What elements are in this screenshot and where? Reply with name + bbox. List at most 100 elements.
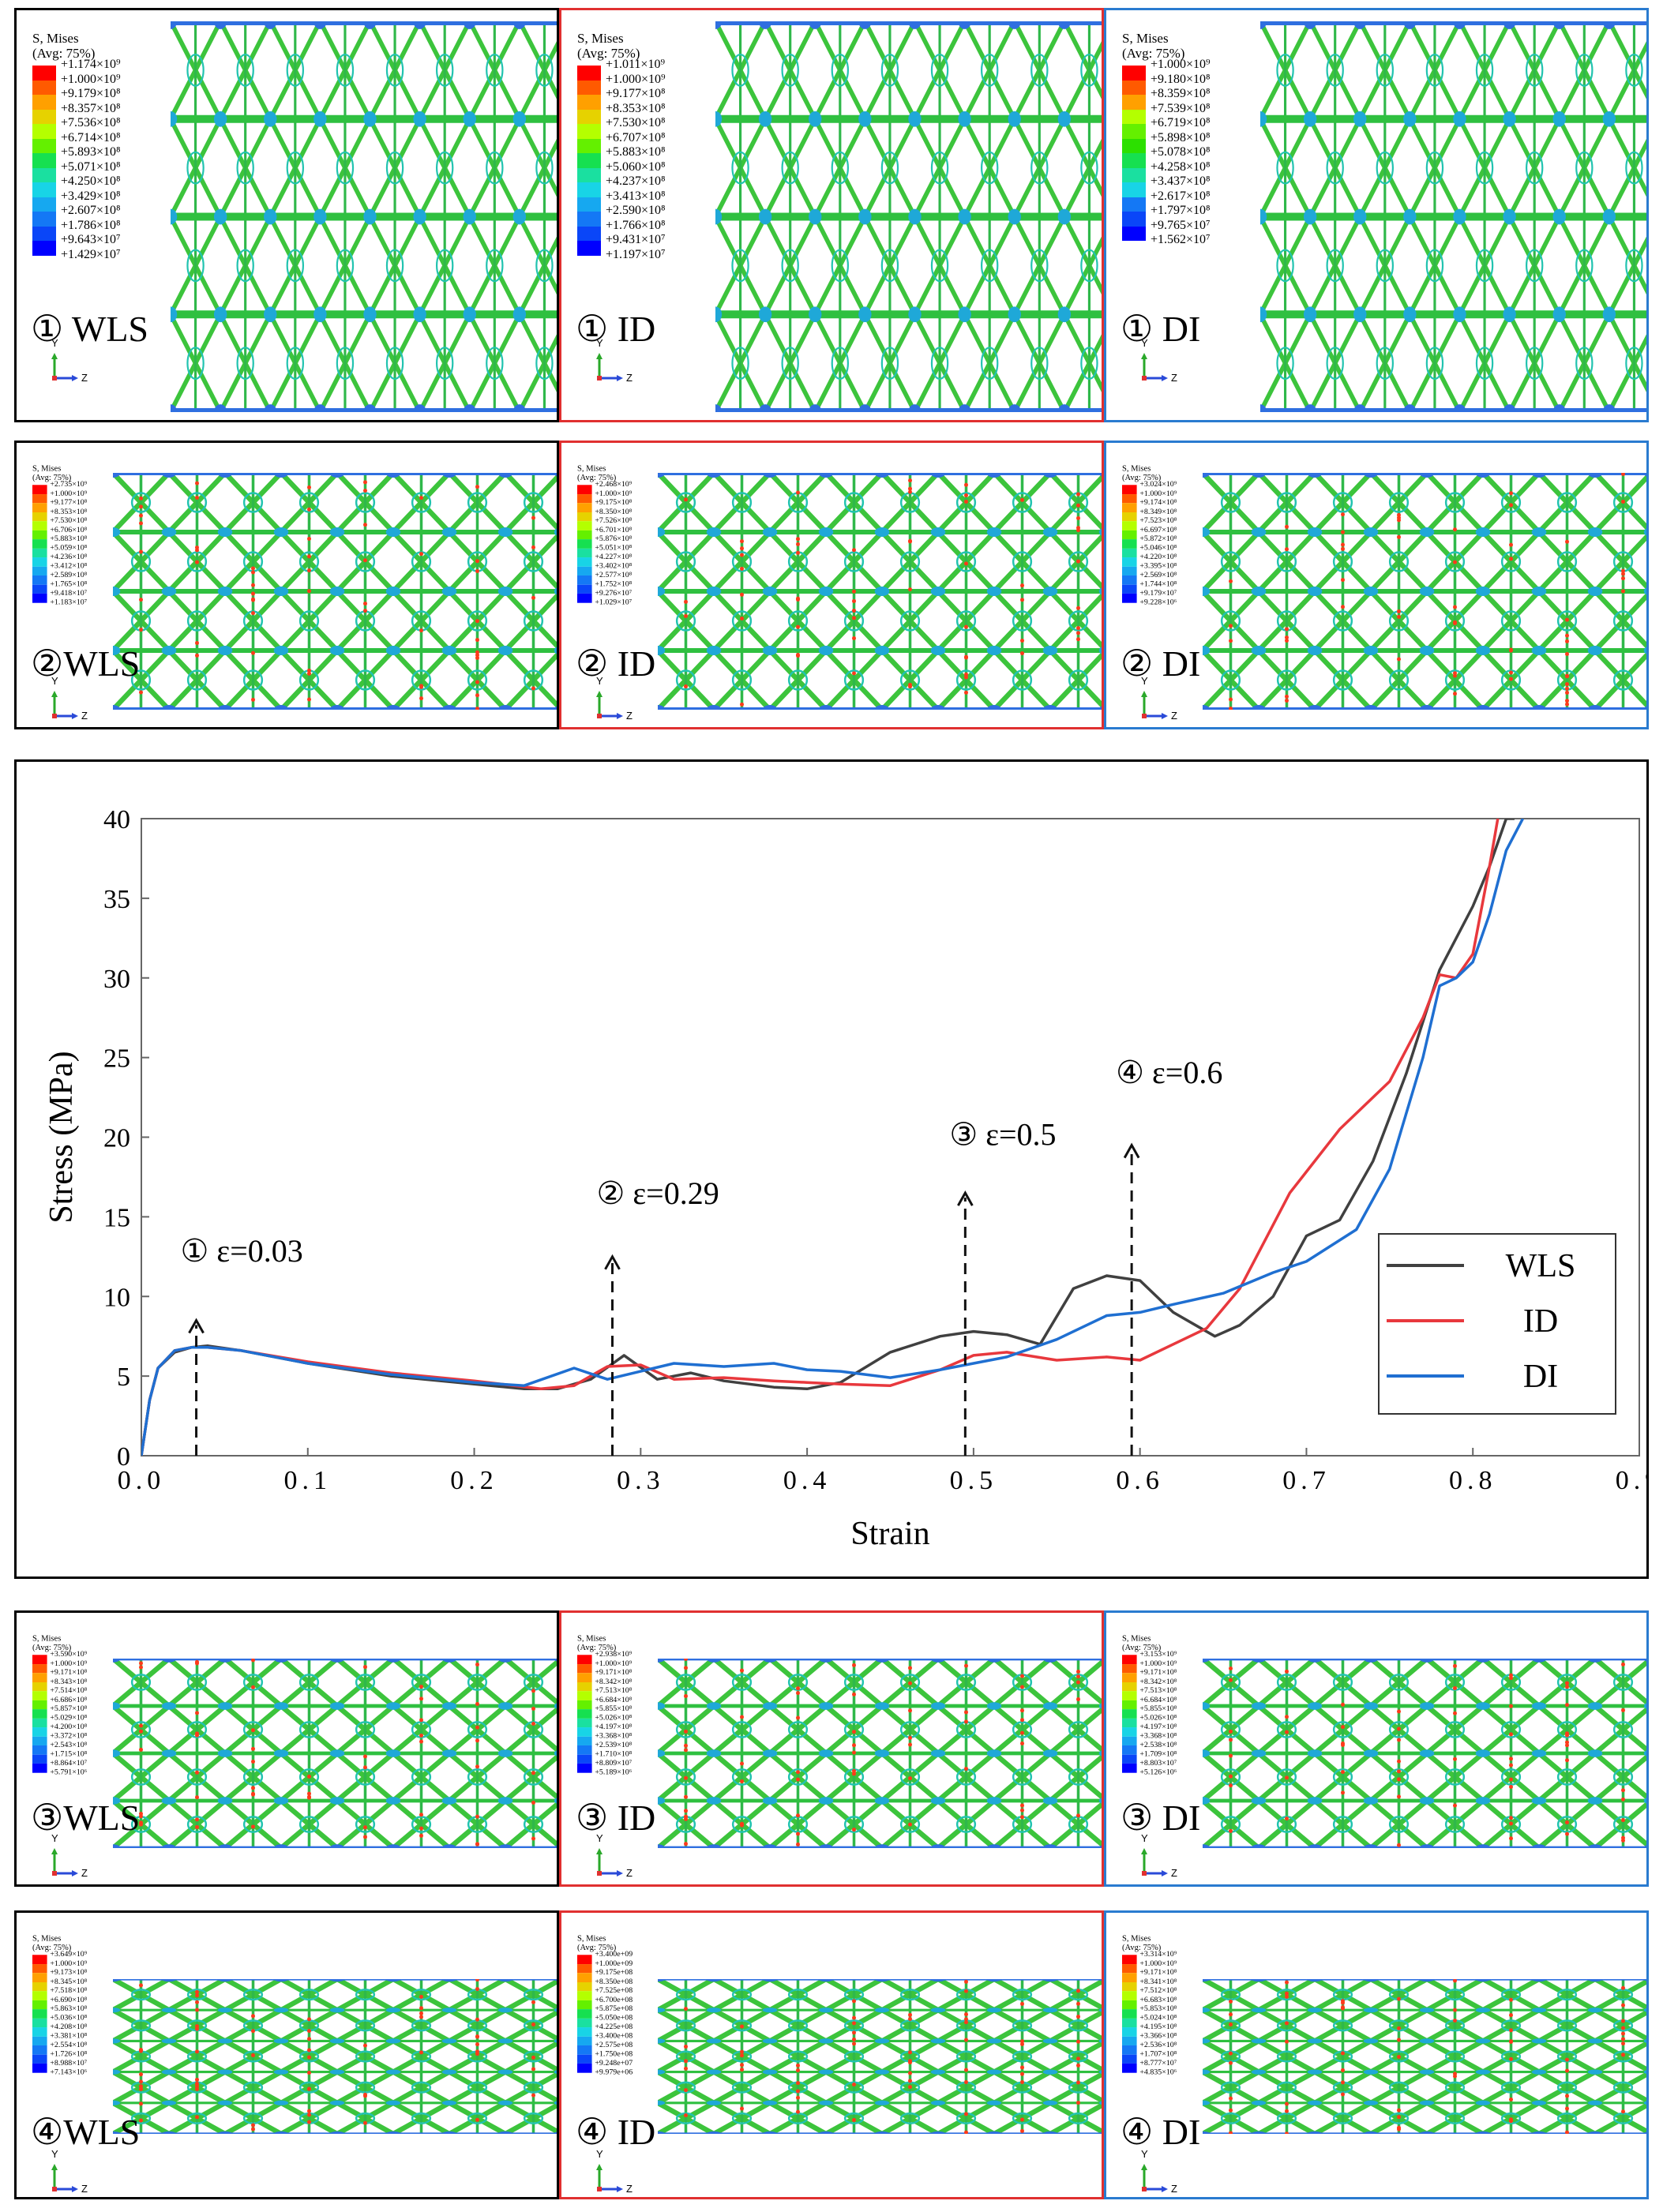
legend-value: +2.590×10⁸ bbox=[606, 204, 666, 217]
legend-swatch bbox=[577, 80, 601, 95]
fe-row-step-2: S, Mises (Avg: 75%) +2.735×10⁹ +1.000×10⁹ +… bbox=[14, 441, 1649, 729]
legend-value: +5.071×10⁸ bbox=[61, 159, 121, 174]
legend-value: +2.577×10⁸ bbox=[595, 570, 633, 579]
legend-value: +5.855×10⁸ bbox=[595, 1704, 633, 1713]
legend-swatch bbox=[1122, 212, 1146, 227]
legend-value: +8.777×10⁷ bbox=[1139, 2058, 1177, 2068]
x-tick-label: 0.7 bbox=[1282, 1466, 1331, 1495]
legend-title: S, Mises (Avg: 75%) bbox=[577, 31, 640, 61]
axis-y-label: Y bbox=[596, 675, 603, 687]
legend-value: +8.341×10⁸ bbox=[1139, 1977, 1177, 1986]
annotation-arrowhead bbox=[1123, 1142, 1140, 1159]
legend-value: +6.701×10⁸ bbox=[595, 525, 633, 534]
legend-value: +4.197×10⁸ bbox=[595, 1722, 633, 1731]
legend-colorbar bbox=[32, 66, 56, 256]
legend-swatch bbox=[32, 197, 56, 212]
legend-swatch bbox=[1122, 2063, 1137, 2073]
legend-value: +9.643×10⁷ bbox=[61, 233, 121, 246]
axis-triad-icon bbox=[1141, 2164, 1168, 2192]
legend-value: +2.536×10⁸ bbox=[1139, 2040, 1177, 2049]
legend-value: +5.059×10⁸ bbox=[50, 543, 88, 552]
axis-triad-icon bbox=[596, 2164, 623, 2192]
fe-panel-wls-step-2: S, Mises (Avg: 75%) +2.735×10⁹ +1.000×10⁹ +… bbox=[14, 441, 559, 729]
legend-value: +2.543×10⁸ bbox=[50, 1740, 88, 1749]
legend-value: +5.863×10⁸ bbox=[50, 2004, 88, 2013]
y-tick-label: 0 bbox=[117, 1442, 130, 1472]
legend-value: +5.024×10⁸ bbox=[1139, 2013, 1177, 2022]
legend-value: +1.000×10⁹ bbox=[1151, 58, 1211, 71]
legend-colorbar bbox=[1122, 485, 1137, 603]
legend-value: +3.368×10⁸ bbox=[1139, 1731, 1177, 1740]
legend-value: +1.000×10⁹ bbox=[1139, 1659, 1177, 1668]
legend-swatch bbox=[577, 226, 601, 241]
legend-swatch bbox=[1122, 138, 1146, 153]
y-tick-label: 35 bbox=[103, 885, 130, 914]
legend-title: S, Mises (Avg: 75%) bbox=[32, 1633, 72, 1652]
legend-swatch bbox=[577, 138, 601, 153]
legend-swatch bbox=[1122, 530, 1137, 540]
legend-value: +1.000×10⁹ bbox=[595, 489, 633, 498]
legend-swatch bbox=[577, 2027, 592, 2037]
panel-label: ② ID bbox=[576, 643, 656, 684]
x-tick-label: 0.5 bbox=[950, 1466, 998, 1495]
legend-value: +1.786×10⁸ bbox=[61, 218, 121, 232]
legend-swatch bbox=[1122, 124, 1146, 139]
axis-triad-icon bbox=[1141, 1848, 1168, 1876]
axis-y-label: Y bbox=[596, 1832, 603, 1844]
stress-legend: S, Mises (Avg: 75%) +3.024×10⁹ +1.000×10⁹ +… bbox=[1122, 463, 1229, 612]
panel-label: ① DI bbox=[1121, 309, 1201, 349]
legend-entry-di: DI bbox=[1523, 1359, 1558, 1395]
lattice-stress-contour bbox=[658, 1979, 1102, 2134]
legend-swatch bbox=[577, 1663, 592, 1674]
legend-colorbar bbox=[32, 485, 47, 603]
legend-title: S, Mises (Avg: 75%) bbox=[1122, 1633, 1162, 1652]
legend-value: +3.412×10⁸ bbox=[50, 561, 88, 570]
annotation-arrowhead bbox=[604, 1254, 621, 1270]
stress-legend: S, Mises (Avg: 75%) +1.011×10⁹ +1.000×10⁹ +… bbox=[577, 31, 751, 270]
legend-swatch bbox=[1122, 2009, 1137, 2019]
stress-legend: S, Mises (Avg: 75%) +2.735×10⁹ +1.000×10⁹ +… bbox=[32, 463, 140, 612]
legend-swatch bbox=[32, 2000, 47, 2010]
fe-panel-id-step-3: S, Mises (Avg: 75%) +2.938×10⁹ +1.000×10⁹ +… bbox=[559, 1610, 1104, 1887]
axis-triad-icon bbox=[596, 691, 623, 719]
legend-swatch bbox=[577, 493, 592, 504]
legend-value: +1.000×10⁹ bbox=[50, 1659, 88, 1668]
legend-swatch bbox=[32, 575, 47, 585]
legend-swatch bbox=[577, 2063, 592, 2073]
x-tick-label: 0.2 bbox=[450, 1466, 498, 1495]
legend-swatch bbox=[32, 493, 47, 504]
legend-value: +9.177×10⁸ bbox=[606, 87, 666, 100]
legend-value: +1.197×10⁷ bbox=[606, 247, 666, 261]
axis-y-label: Y bbox=[1141, 1832, 1148, 1844]
legend-value: +2.607×10⁸ bbox=[61, 204, 121, 217]
legend-swatch bbox=[32, 66, 56, 81]
legend-swatch bbox=[577, 1763, 592, 1773]
legend-value: +5.051×10⁸ bbox=[595, 543, 633, 552]
legend-swatch bbox=[577, 2018, 592, 2028]
legend-value: +2.575e+08 bbox=[595, 2040, 633, 2049]
legend-swatch bbox=[32, 1973, 47, 1982]
y-tick-label: 5 bbox=[117, 1363, 130, 1392]
legend-swatch bbox=[1122, 1673, 1137, 1682]
legend-swatch bbox=[32, 548, 47, 558]
legend-swatch bbox=[577, 95, 601, 110]
axis-y-label: Y bbox=[1141, 337, 1148, 349]
legend-value: +6.697×10⁸ bbox=[1139, 525, 1177, 534]
panel-label: ④ DI bbox=[1121, 2112, 1201, 2152]
legend-value: +4.208×10⁸ bbox=[50, 2022, 88, 2031]
fe-panel-di-step-3: S, Mises (Avg: 75%) +3.153×10⁹ +1.000×10⁹ +… bbox=[1104, 1610, 1649, 1887]
annotation-label: ④ ε=0.6 bbox=[1116, 1055, 1222, 1090]
series-line-wls bbox=[141, 819, 1515, 1456]
axis-triad-icon bbox=[596, 353, 623, 381]
y-tick-label: 20 bbox=[103, 1124, 130, 1153]
legend-value: +6.700e+08 bbox=[595, 1995, 633, 2004]
panel-label: ② DI bbox=[1121, 643, 1201, 684]
axis-z-label: Z bbox=[626, 2183, 633, 2195]
legend-value: +5.026×10⁸ bbox=[595, 1713, 633, 1722]
fe-panel-id-step-4: S, Mises (Avg: 75%) +3.400e+09 +1.000e+09 +… bbox=[559, 1910, 1104, 2199]
legend-swatch bbox=[1122, 493, 1137, 504]
